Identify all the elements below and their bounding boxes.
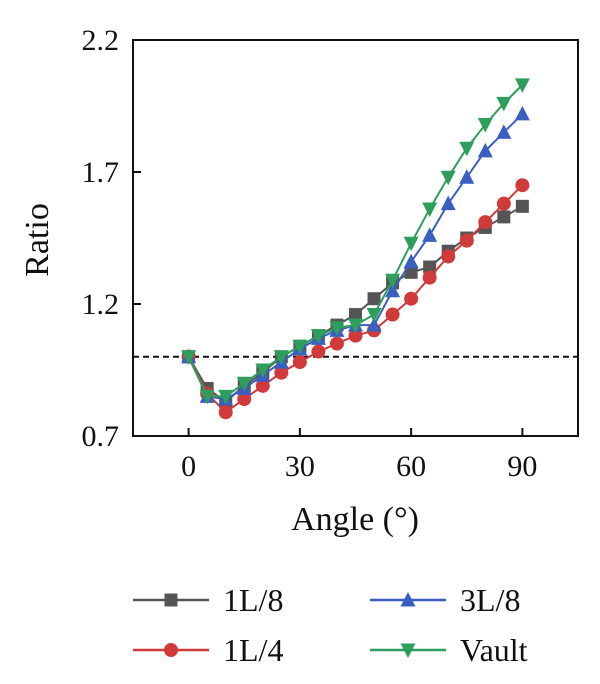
data-point-vault — [181, 350, 197, 365]
data-point-vault — [403, 236, 419, 252]
legend-item-1l-8: 1L/8 — [133, 582, 283, 618]
data-point-vault — [218, 389, 234, 405]
data-point-1l-8 — [349, 308, 362, 322]
x-axis-title: Angle (°) — [291, 501, 419, 538]
data-point-1l-8 — [515, 199, 529, 213]
data-point-vault — [366, 308, 382, 323]
data-point-1l-4 — [237, 392, 252, 407]
data-point-3l-8 — [385, 282, 401, 298]
data-point-vault — [273, 350, 289, 365]
data-point-3l-8 — [459, 169, 475, 184]
plot-area — [133, 78, 578, 420]
data-point-vault — [329, 321, 345, 336]
data-point-vault — [348, 318, 363, 334]
data-point-1l-4 — [292, 355, 307, 370]
x-tick-label: 60 — [396, 450, 426, 483]
data-point-1l-8 — [497, 210, 511, 224]
data-point-1l-4 — [478, 215, 493, 230]
data-point-1l-4 — [496, 196, 511, 211]
data-point-vault — [255, 363, 271, 378]
data-point-1l-4 — [255, 378, 270, 393]
legend-item-3l-8: 3L/8 — [370, 582, 520, 618]
data-point-1l-4 — [422, 270, 437, 285]
plot-frame — [132, 39, 579, 437]
y-axis-title: Ratio — [19, 203, 56, 277]
data-point-3l-8 — [440, 195, 456, 211]
data-point-3l-8 — [403, 253, 419, 269]
legend-item-vault: Vault — [370, 632, 528, 668]
legend-marker — [164, 643, 178, 657]
data-point-1l-4 — [441, 249, 456, 264]
data-point-3l-8 — [422, 227, 438, 242]
data-point-1l-4 — [218, 405, 233, 420]
data-point-vault — [514, 78, 530, 93]
data-point-1l-4 — [348, 328, 363, 343]
data-point-vault — [199, 389, 215, 405]
data-point-vault — [236, 376, 252, 392]
data-point-1l-4 — [515, 178, 530, 193]
data-point-vault — [440, 170, 456, 186]
y-tick-label: 2.2 — [82, 24, 120, 57]
data-point-vault — [310, 329, 326, 344]
legend: 1L/8 1L/4 3L/8 Vault — [133, 582, 528, 668]
x-axis: 0 30 60 90 — [181, 428, 537, 483]
legend-label: 1L/8 — [223, 582, 283, 618]
data-point-1l-8 — [404, 265, 418, 279]
series-vault — [181, 78, 530, 405]
data-point-3l-8 — [496, 124, 512, 139]
legend-marker — [164, 593, 178, 607]
data-point-3l-8 — [514, 105, 530, 121]
legend-label: Vault — [460, 632, 528, 668]
x-tick-label: 0 — [181, 450, 196, 483]
y-tick-label: 0.7 — [82, 420, 120, 453]
data-point-vault — [385, 273, 401, 289]
data-point-1l-4 — [404, 291, 419, 306]
x-tick-label: 30 — [285, 450, 315, 483]
data-point-1l-4 — [311, 344, 326, 359]
y-tick-label: 1.7 — [82, 156, 120, 189]
x-tick-label: 90 — [507, 450, 537, 483]
data-point-1l-4 — [329, 336, 344, 351]
legend-marker — [400, 643, 416, 658]
legend-item-1l-4: 1L/4 — [133, 632, 283, 668]
series-1l-4 — [181, 178, 530, 420]
data-point-1l-4 — [274, 365, 289, 380]
y-tick-label: 1.2 — [82, 288, 120, 321]
data-point-1l-4 — [459, 233, 474, 248]
data-point-vault — [422, 202, 438, 217]
legend-label: 1L/4 — [223, 632, 283, 668]
data-point-vault — [496, 96, 512, 112]
data-point-3l-8 — [477, 142, 493, 158]
legend-marker — [400, 592, 416, 607]
data-point-vault — [459, 141, 475, 157]
data-point-vault — [477, 117, 493, 133]
legend-label: 3L/8 — [460, 582, 520, 618]
data-point-vault — [292, 339, 308, 355]
data-point-1l-4 — [385, 307, 400, 322]
y-axis: 0.7 1.2 1.7 2.2 — [82, 24, 141, 453]
data-point-1l-8 — [367, 292, 381, 306]
data-point-3l-8 — [366, 317, 382, 332]
data-point-1l-8 — [423, 260, 437, 274]
series-3l-8 — [181, 105, 530, 406]
